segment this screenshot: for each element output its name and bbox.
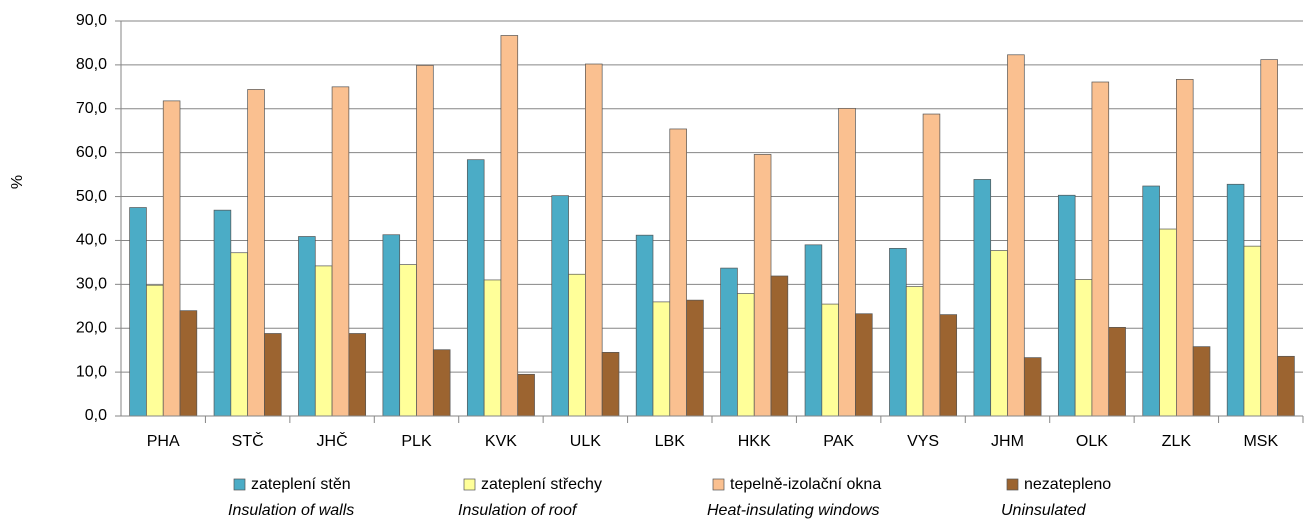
x-tick-label: KVK bbox=[485, 433, 517, 450]
bar bbox=[314, 265, 333, 417]
y-tick-label: 90,0 bbox=[76, 12, 107, 29]
bar bbox=[1226, 183, 1245, 417]
bar bbox=[230, 252, 248, 417]
y-tick-label: 10,0 bbox=[76, 363, 107, 380]
bar bbox=[568, 273, 586, 417]
bar bbox=[162, 100, 181, 417]
x-tick-label: VYS bbox=[907, 433, 939, 450]
bar bbox=[551, 195, 569, 417]
bar bbox=[146, 284, 164, 417]
bar bbox=[889, 247, 907, 417]
legend-swatch bbox=[233, 478, 246, 491]
bar bbox=[1243, 245, 1262, 417]
bar bbox=[973, 179, 992, 417]
legend-label-en: Insulation of roof bbox=[458, 502, 578, 519]
bar bbox=[1159, 228, 1177, 417]
y-tick-label: 30,0 bbox=[76, 276, 107, 293]
bar bbox=[1277, 355, 1295, 417]
bar bbox=[264, 333, 282, 417]
legend-label: zateplení stěn bbox=[251, 476, 351, 493]
bar bbox=[585, 63, 603, 417]
x-tick-label: PHA bbox=[147, 433, 180, 450]
x-tick-label: HKK bbox=[738, 433, 771, 450]
legend-swatch bbox=[1006, 478, 1019, 491]
x-tick-label: STČ bbox=[232, 431, 264, 450]
bar bbox=[1057, 194, 1076, 417]
bar bbox=[686, 299, 704, 417]
bar bbox=[737, 293, 755, 417]
legend-label-en: Heat-insulating windows bbox=[707, 502, 880, 519]
bar bbox=[1176, 79, 1194, 417]
bar bbox=[483, 279, 502, 417]
x-tick-label: ULK bbox=[570, 433, 601, 450]
x-tick-label: JHČ bbox=[317, 431, 348, 450]
y-tick-label: 80,0 bbox=[76, 56, 107, 73]
bar bbox=[838, 107, 856, 417]
bar bbox=[1074, 279, 1093, 417]
bar bbox=[939, 314, 958, 417]
bar bbox=[1091, 81, 1110, 417]
bar bbox=[1260, 59, 1278, 417]
bar bbox=[804, 244, 823, 417]
bar bbox=[855, 313, 873, 417]
bar bbox=[1142, 185, 1160, 417]
y-tick-label: 50,0 bbox=[76, 188, 107, 205]
y-tick-label: 40,0 bbox=[76, 232, 107, 249]
legend-label-en: Insulation of walls bbox=[228, 502, 354, 519]
bar bbox=[416, 64, 434, 417]
x-tick-label: MSK bbox=[1243, 433, 1278, 450]
bar bbox=[432, 349, 451, 417]
bar bbox=[1023, 357, 1042, 417]
bar bbox=[382, 234, 401, 417]
bar bbox=[635, 234, 654, 417]
y-axis-label: % bbox=[9, 175, 26, 189]
legend-label: tepelně-izolační okna bbox=[730, 476, 881, 493]
bar bbox=[348, 333, 367, 417]
x-tick-label: ZLK bbox=[1162, 433, 1192, 450]
bar bbox=[179, 310, 198, 417]
bar bbox=[1007, 54, 1025, 417]
bar bbox=[905, 286, 924, 417]
bar bbox=[1192, 346, 1211, 417]
bar bbox=[652, 301, 671, 417]
legend-label: zateplení střechy bbox=[481, 476, 602, 493]
bar bbox=[601, 352, 620, 417]
y-tick-label: 60,0 bbox=[76, 144, 107, 161]
bar bbox=[298, 236, 316, 417]
legend-label: nezatepleno bbox=[1024, 476, 1111, 493]
y-tick-label: 20,0 bbox=[76, 319, 107, 336]
bar bbox=[753, 154, 772, 417]
x-tick-label: OLK bbox=[1076, 433, 1108, 450]
y-tick-label: 70,0 bbox=[76, 100, 107, 117]
bar bbox=[399, 264, 417, 417]
legend-label-en: Uninsulated bbox=[1001, 502, 1087, 519]
legend-swatch bbox=[712, 478, 725, 491]
bar bbox=[922, 113, 941, 417]
bar bbox=[1108, 326, 1126, 417]
bar bbox=[500, 35, 519, 417]
x-tick-label: PAK bbox=[823, 433, 854, 450]
bar bbox=[129, 207, 147, 417]
bar bbox=[770, 275, 789, 417]
bar bbox=[720, 267, 738, 417]
y-tick-label: 0,0 bbox=[85, 407, 107, 424]
bar bbox=[331, 86, 350, 417]
x-tick-label: JHM bbox=[991, 433, 1024, 450]
legend-swatch bbox=[463, 478, 476, 491]
bar bbox=[247, 89, 265, 417]
bar bbox=[990, 250, 1008, 417]
bar bbox=[466, 159, 485, 417]
bar bbox=[669, 128, 687, 417]
bar bbox=[821, 303, 839, 417]
bar bbox=[517, 373, 535, 417]
x-tick-label: PLK bbox=[401, 433, 432, 450]
x-tick-label: LBK bbox=[655, 433, 686, 450]
bar bbox=[213, 209, 232, 417]
